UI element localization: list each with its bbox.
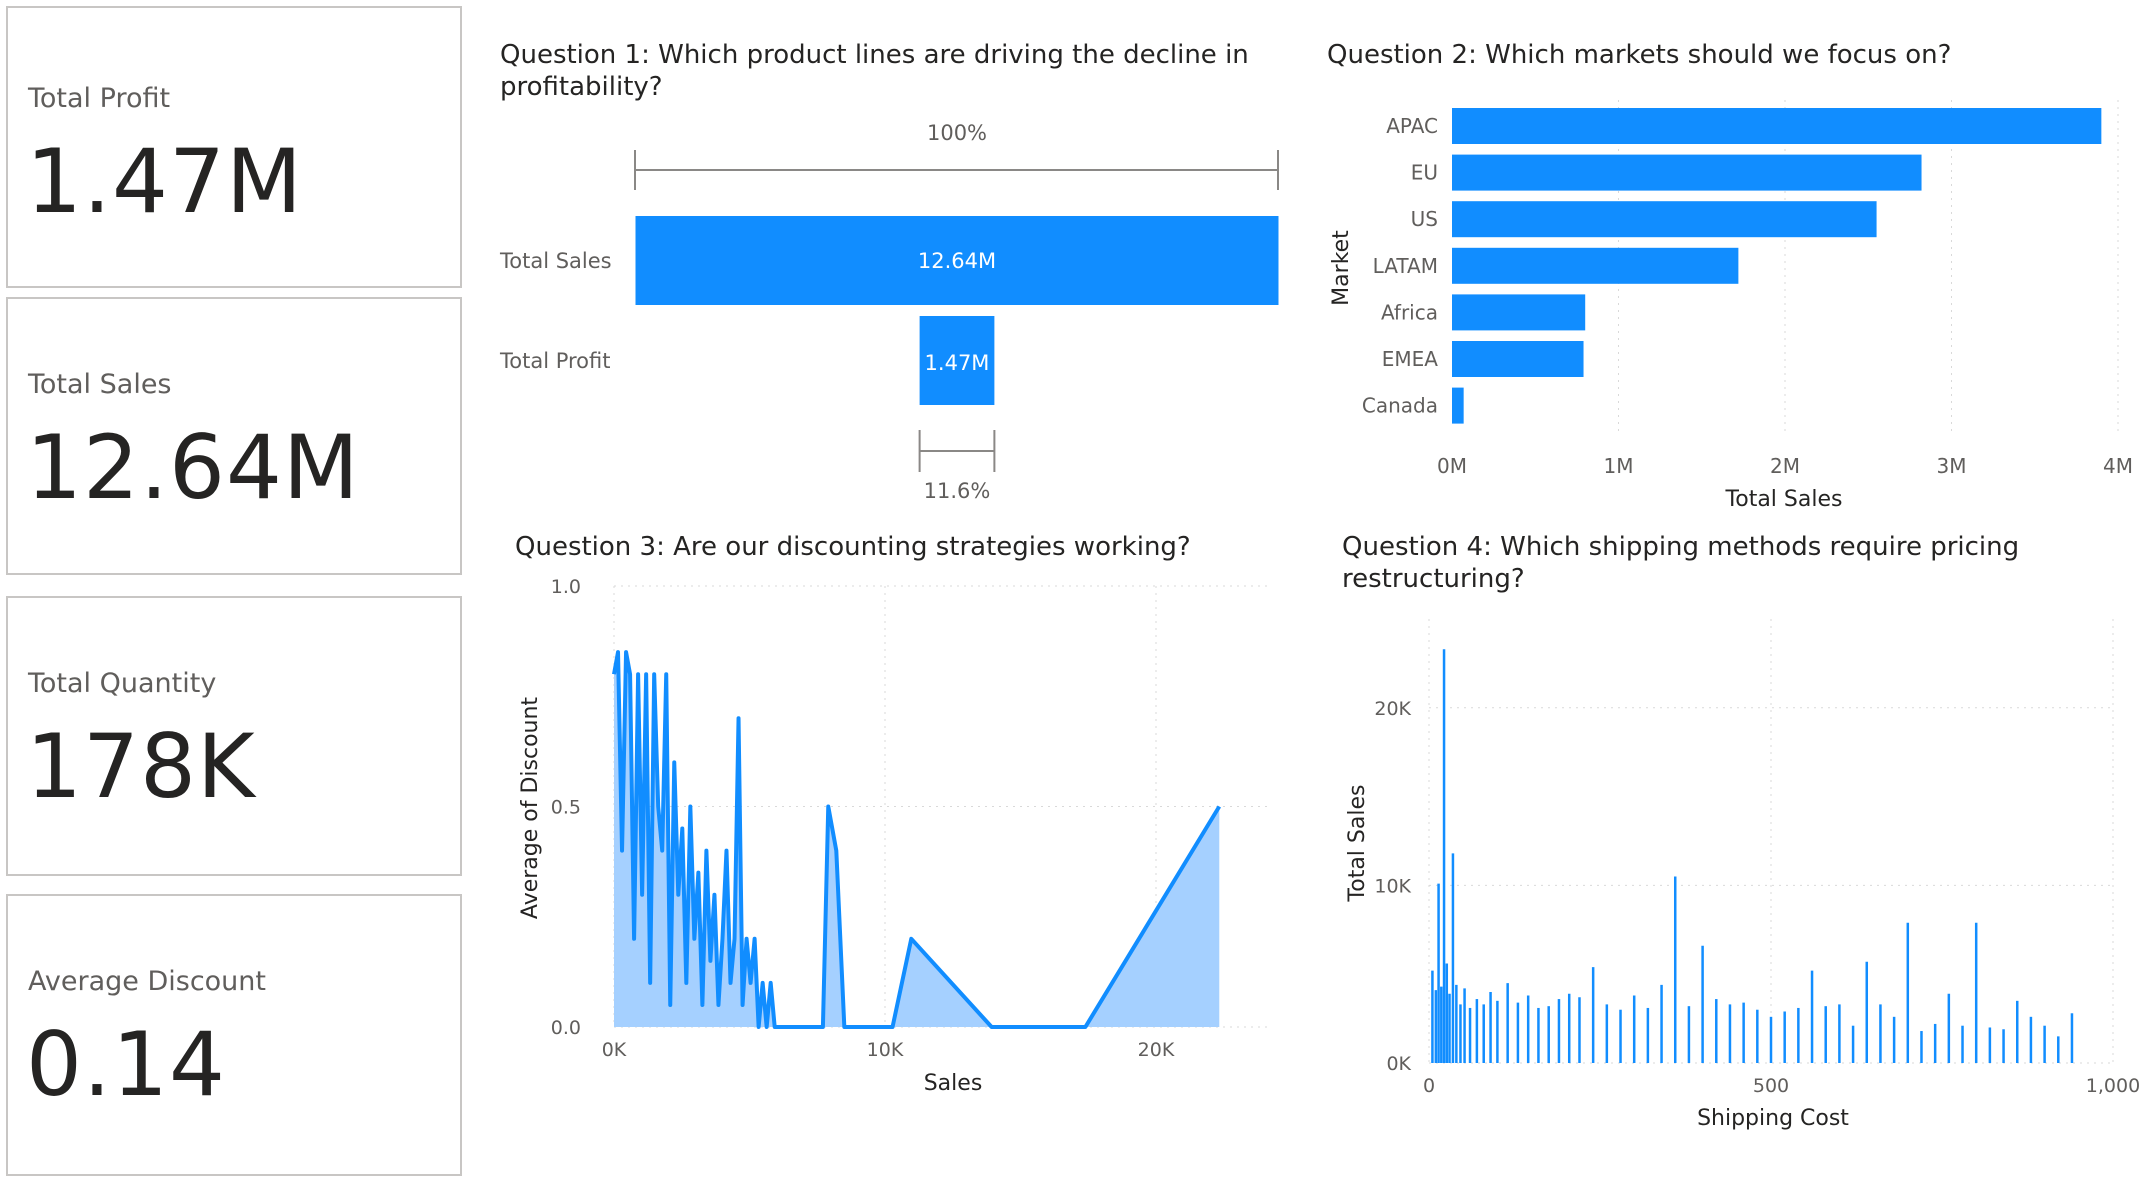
funnel-stage-label: Total Sales — [499, 249, 612, 273]
q3-x-axis-label: Sales — [924, 1071, 983, 1096]
kpi-card-total-sales[interactable]: Total Sales 12.64M — [6, 297, 462, 575]
q3-x-tick-label: 20K — [1138, 1039, 1175, 1061]
kpi-value: 178K — [26, 715, 256, 818]
q3-x-tick-label: 10K — [867, 1039, 904, 1061]
q2-category-label: Canada — [1362, 394, 1438, 418]
q2-bar-us[interactable] — [1452, 201, 1877, 238]
kpi-label: Total Quantity — [28, 668, 217, 699]
q3-area-fill — [614, 652, 1220, 1027]
q2-bars — [1452, 108, 2102, 424]
q4-shipping-bar-chart[interactable]: Total Sales Shipping Cost 0K 10K 20K 0 500 1,… — [1330, 600, 2148, 1140]
q2-x-axis-label: Total Sales — [1725, 487, 1843, 512]
q2-x-tick-label: 0M — [1437, 454, 1467, 478]
q2-bar-apac[interactable] — [1452, 108, 2102, 144]
q3-y-axis-label: Average of Discount — [518, 697, 543, 919]
q4-x-tick-label: 1,000 — [2086, 1075, 2140, 1097]
funnel-bar-value: 12.64M — [918, 249, 996, 273]
q4-bars — [1431, 649, 2074, 1063]
q3-discount-area-chart[interactable]: Average of Discount Sales 0.0 0.5 1.0 0K 10K… — [510, 570, 1290, 1110]
kpi-card-average-discount[interactable]: Average Discount 0.14 — [6, 894, 462, 1176]
q2-x-tick-label: 4M — [2103, 454, 2133, 478]
q3-y-tick-label: 1.0 — [551, 576, 581, 598]
q2-category-label: APAC — [1386, 114, 1438, 138]
q4-x-tick-label: 0 — [1423, 1075, 1435, 1097]
q3-x-tick-label: 0K — [602, 1039, 627, 1061]
q3-tick-labels: 0.0 0.5 1.0 0K 10K 20K — [551, 576, 1175, 1061]
q4-x-axis-label: Shipping Cost — [1697, 1106, 1849, 1131]
q2-category-label: Africa — [1381, 300, 1438, 324]
q4-y-axis-label: Total Sales — [1345, 785, 1370, 903]
kpi-label: Total Sales — [28, 369, 172, 400]
q2-x-tick-label: 3M — [1937, 454, 1967, 478]
funnel-bottom-bracket — [918, 430, 996, 472]
kpi-card-total-profit[interactable]: Total Profit 1.47M — [6, 6, 462, 288]
funnel-bar-total-profit[interactable] — [919, 316, 995, 405]
funnel-bar-total-sales[interactable] — [635, 216, 1279, 305]
q2-category-label: EU — [1411, 161, 1438, 185]
q3-title: Question 3: Are our discounting strategi… — [515, 532, 1191, 562]
q2-bar-eu[interactable] — [1452, 154, 1922, 191]
q4-gridlines — [1428, 619, 2114, 1064]
q2-category-label: US — [1411, 207, 1438, 231]
q3-y-tick-label: 0.5 — [551, 797, 581, 819]
funnel-top-percent: 100% — [927, 121, 987, 145]
q3-y-tick-label: 0.0 — [551, 1017, 581, 1039]
q2-category-label: LATAM — [1373, 254, 1438, 278]
q3-series-line — [612, 650, 1221, 1029]
q2-tick-labels: 0M 1M 2M 3M 4M — [1437, 454, 2133, 478]
q4-title: Question 4: Which shipping methods requi… — [1342, 532, 2020, 594]
funnel-bottom-percent: 11.6% — [924, 479, 991, 503]
q4-y-tick-label: 20K — [1374, 698, 1411, 720]
q2-bar-canada[interactable] — [1452, 387, 1464, 424]
q2-x-tick-label: 1M — [1604, 454, 1634, 478]
kpi-label: Total Profit — [28, 83, 171, 114]
q2-x-tick-label: 2M — [1770, 454, 1800, 478]
q2-market-bar-chart[interactable]: Market Total Sales APAC EU US LATAM Africa EM… — [1320, 95, 2140, 525]
q2-category-label: EMEA — [1382, 347, 1439, 371]
funnel-bar-value: 1.47M — [925, 351, 990, 375]
q2-bar-latam[interactable] — [1452, 247, 1739, 284]
q2-bar-africa[interactable] — [1452, 294, 1586, 331]
q2-title: Question 2: Which markets should we focu… — [1327, 40, 1952, 70]
kpi-value: 0.14 — [26, 1013, 226, 1116]
q4-y-tick-label: 0K — [1386, 1053, 1411, 1075]
kpi-value: 12.64M — [26, 416, 360, 519]
q4-y-tick-label: 10K — [1374, 875, 1411, 897]
funnel-stage-label: Total Profit — [499, 349, 611, 373]
kpi-card-total-quantity[interactable]: Total Quantity 178K — [6, 596, 462, 876]
q4-tick-labels: 0K 10K 20K 0 500 1,000 — [1374, 698, 2140, 1097]
kpi-value: 1.47M — [26, 130, 303, 233]
q2-bar-emea[interactable] — [1452, 341, 1584, 377]
q2-category-labels: APAC EU US LATAM Africa EMEA Canada — [1362, 114, 1438, 418]
q1-funnel-chart[interactable]: 100% Total Sales Total Profit 12.64M 1.4… — [480, 110, 1310, 510]
q4-x-tick-label: 500 — [1753, 1075, 1789, 1097]
q2-y-axis-label: Market — [1329, 230, 1354, 306]
kpi-label: Average Discount — [28, 966, 266, 997]
q1-title: Question 1: Which product lines are driv… — [500, 40, 1249, 102]
